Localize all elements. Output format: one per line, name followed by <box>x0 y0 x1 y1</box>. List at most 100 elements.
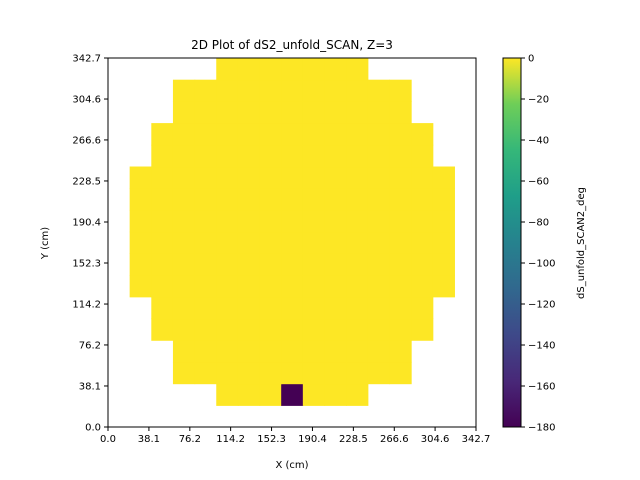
heatmap-cell <box>411 144 434 168</box>
heatmap-cell <box>237 318 261 341</box>
x-axis-label: X (cm) <box>275 460 308 471</box>
heatmap-cell <box>216 166 239 189</box>
heatmap-cell <box>324 188 347 211</box>
heatmap-cell <box>281 296 304 320</box>
heatmap-cell <box>216 275 239 298</box>
heatmap-cell <box>151 296 174 320</box>
heatmap-cell <box>389 79 412 102</box>
heatmap-cell <box>367 318 391 341</box>
heatmap-cell <box>389 101 412 124</box>
heatmap-cell <box>411 166 434 189</box>
heatmap-cell <box>367 340 391 363</box>
heatmap-cell <box>151 231 174 254</box>
heatmap-cell <box>302 231 326 254</box>
heatmap-cell <box>194 318 217 341</box>
heatmap-cell <box>324 79 347 102</box>
heatmap-cell <box>172 361 196 385</box>
colorbar-tick-label: −40 <box>528 136 549 147</box>
heatmap-cell <box>281 166 304 189</box>
x-tick-label: 152.3 <box>257 434 286 445</box>
heatmap-cell <box>151 209 174 233</box>
heatmap-cell <box>302 361 326 385</box>
heatmap-cell <box>302 383 326 406</box>
heatmap-cell <box>302 318 326 341</box>
heatmap-cell <box>172 188 196 211</box>
heatmap-cell <box>259 296 282 320</box>
heatmap-cell <box>367 166 391 189</box>
heatmap-cell <box>216 361 239 385</box>
heatmap-cell <box>367 231 391 254</box>
heatmap-cell <box>411 209 434 233</box>
heatmap-cells <box>129 57 455 406</box>
heatmap-cell <box>172 209 196 233</box>
heatmap-cell <box>324 318 347 341</box>
heatmap-cell <box>151 188 174 211</box>
heatmap-cell <box>172 123 196 146</box>
y-tick-label: 190.4 <box>72 217 101 228</box>
heatmap-cell <box>281 57 304 81</box>
heatmap-cell <box>259 188 282 211</box>
colorbar-ticks: 0 −20 −40 −60 −80 −100 −120 −140 −160 −180 <box>521 54 555 434</box>
heatmap-cell <box>151 123 174 146</box>
heatmap-cell <box>237 253 261 276</box>
heatmap-cell <box>432 209 455 233</box>
heatmap-cell <box>259 318 282 341</box>
heatmap-cell <box>259 253 282 276</box>
heatmap-cell <box>389 296 412 320</box>
heatmap-cell <box>172 318 196 341</box>
heatmap-cell <box>432 231 455 254</box>
heatmap-cell <box>237 383 261 406</box>
heatmap-cell <box>281 209 304 233</box>
heatmap-cell <box>346 361 369 385</box>
heatmap-cell <box>346 123 369 146</box>
heatmap-cell <box>324 383 347 406</box>
heatmap-cell <box>216 57 239 81</box>
heatmap-cell <box>302 57 326 81</box>
heatmap-cell <box>237 231 261 254</box>
heatmap-cell <box>129 231 152 254</box>
heatmap-cell <box>411 318 434 341</box>
heatmap-cell <box>237 275 261 298</box>
colorbar-tick-label: −140 <box>528 341 555 352</box>
chart-title: 2D Plot of dS2_unfold_SCAN, Z=3 <box>191 38 393 52</box>
heatmap-cell <box>367 101 391 124</box>
colorbar-tick-label: −80 <box>528 218 549 229</box>
heatmap-cell <box>324 209 347 233</box>
heatmap-cell <box>411 231 434 254</box>
heatmap-cell <box>129 188 152 211</box>
heatmap-cell <box>302 101 326 124</box>
heatmap-cell <box>346 101 369 124</box>
heatmap-cell <box>216 188 239 211</box>
heatmap-cell <box>129 275 152 298</box>
heatmap-cell <box>411 123 434 146</box>
heatmap-cell <box>194 101 217 124</box>
heatmap-cell <box>216 101 239 124</box>
heatmap-cell <box>411 275 434 298</box>
heatmap-cell <box>194 340 217 363</box>
x-tick-label: 114.2 <box>216 434 245 445</box>
x-axis-ticks: 0.0 38.1 76.2 114.2 152.3 190.4 228.5 266.6 304.… <box>100 427 490 445</box>
heatmap-cell <box>172 340 196 363</box>
heatmap-cell <box>324 57 347 81</box>
heatmap-cell <box>281 275 304 298</box>
heatmap-cell <box>194 166 217 189</box>
heatmap-cell <box>194 79 217 102</box>
heatmap-cell <box>281 188 304 211</box>
heatmap-cell <box>324 231 347 254</box>
plot-frame <box>107 57 477 428</box>
heatmap-cell <box>237 166 261 189</box>
heatmap-cell <box>281 253 304 276</box>
heatmap-cell <box>151 253 174 276</box>
heatmap-cell <box>411 188 434 211</box>
heatmap-cell <box>324 340 347 363</box>
colorbar-tick-label: −60 <box>528 177 549 188</box>
heatmap-cell <box>281 123 304 146</box>
heatmap-cell <box>346 166 369 189</box>
heatmap-cell <box>129 166 152 189</box>
heatmap-cell <box>367 144 391 168</box>
heatmap-cell <box>259 144 282 168</box>
heatmap-cell <box>172 101 196 124</box>
heatmap-cell <box>324 166 347 189</box>
x-tick-label: 342.7 <box>462 434 491 445</box>
heatmap-cell <box>281 79 304 102</box>
